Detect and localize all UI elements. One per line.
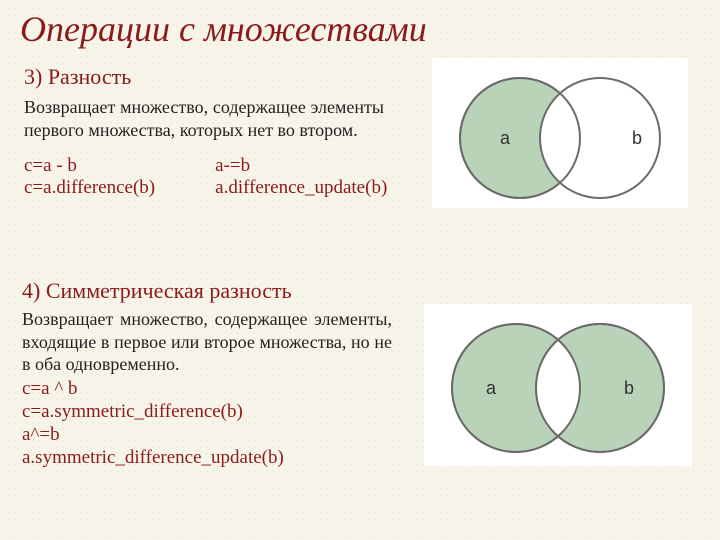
section-4-description: Возвращает множество, содержащее элемент… bbox=[22, 308, 392, 376]
venn-symmetric-difference-diagram: a b bbox=[424, 304, 692, 466]
svg-text:b: b bbox=[624, 378, 634, 398]
code-diff-inplace-op: a-=b bbox=[215, 155, 387, 177]
venn-difference-diagram: a b bbox=[432, 58, 688, 208]
code-diff-assign: c=a - b bbox=[24, 155, 155, 177]
section-3-code-left: c=a - b c=a.difference(b) bbox=[24, 155, 155, 199]
section-3-code-right: a-=b a.difference_update(b) bbox=[215, 155, 387, 199]
code-symdiff-method: c=a.symmetric_difference(b) bbox=[22, 401, 422, 423]
code-symdiff-inplace-op: a^=b bbox=[22, 424, 422, 446]
code-symdiff-assign: c=a ^ b bbox=[22, 378, 422, 400]
page-title: Операции с множествами bbox=[20, 8, 427, 50]
svg-text:b: b bbox=[632, 128, 642, 148]
code-symdiff-inplace-method: a.symmetric_difference_update(b) bbox=[22, 447, 422, 469]
section-3: 3) Разность Возвращает множество, содерж… bbox=[24, 64, 404, 199]
svg-text:a: a bbox=[486, 378, 497, 398]
code-diff-method: c=a.difference(b) bbox=[24, 177, 155, 199]
code-diff-inplace-method: a.difference_update(b) bbox=[215, 177, 387, 199]
section-3-title: 3) Разность bbox=[24, 64, 404, 90]
section-4-title: 4) Симметрическая разность bbox=[22, 278, 422, 304]
section-3-code-row: c=a - b c=a.difference(b) a-=b a.differe… bbox=[24, 155, 404, 199]
section-4: 4) Симметрическая разность Возвращает мн… bbox=[22, 278, 422, 469]
svg-text:a: a bbox=[500, 128, 511, 148]
section-4-codes: c=a ^ b c=a.symmetric_difference(b) a^=b… bbox=[22, 378, 422, 469]
section-3-description: Возвращает множество, содержащее элемент… bbox=[24, 96, 384, 141]
